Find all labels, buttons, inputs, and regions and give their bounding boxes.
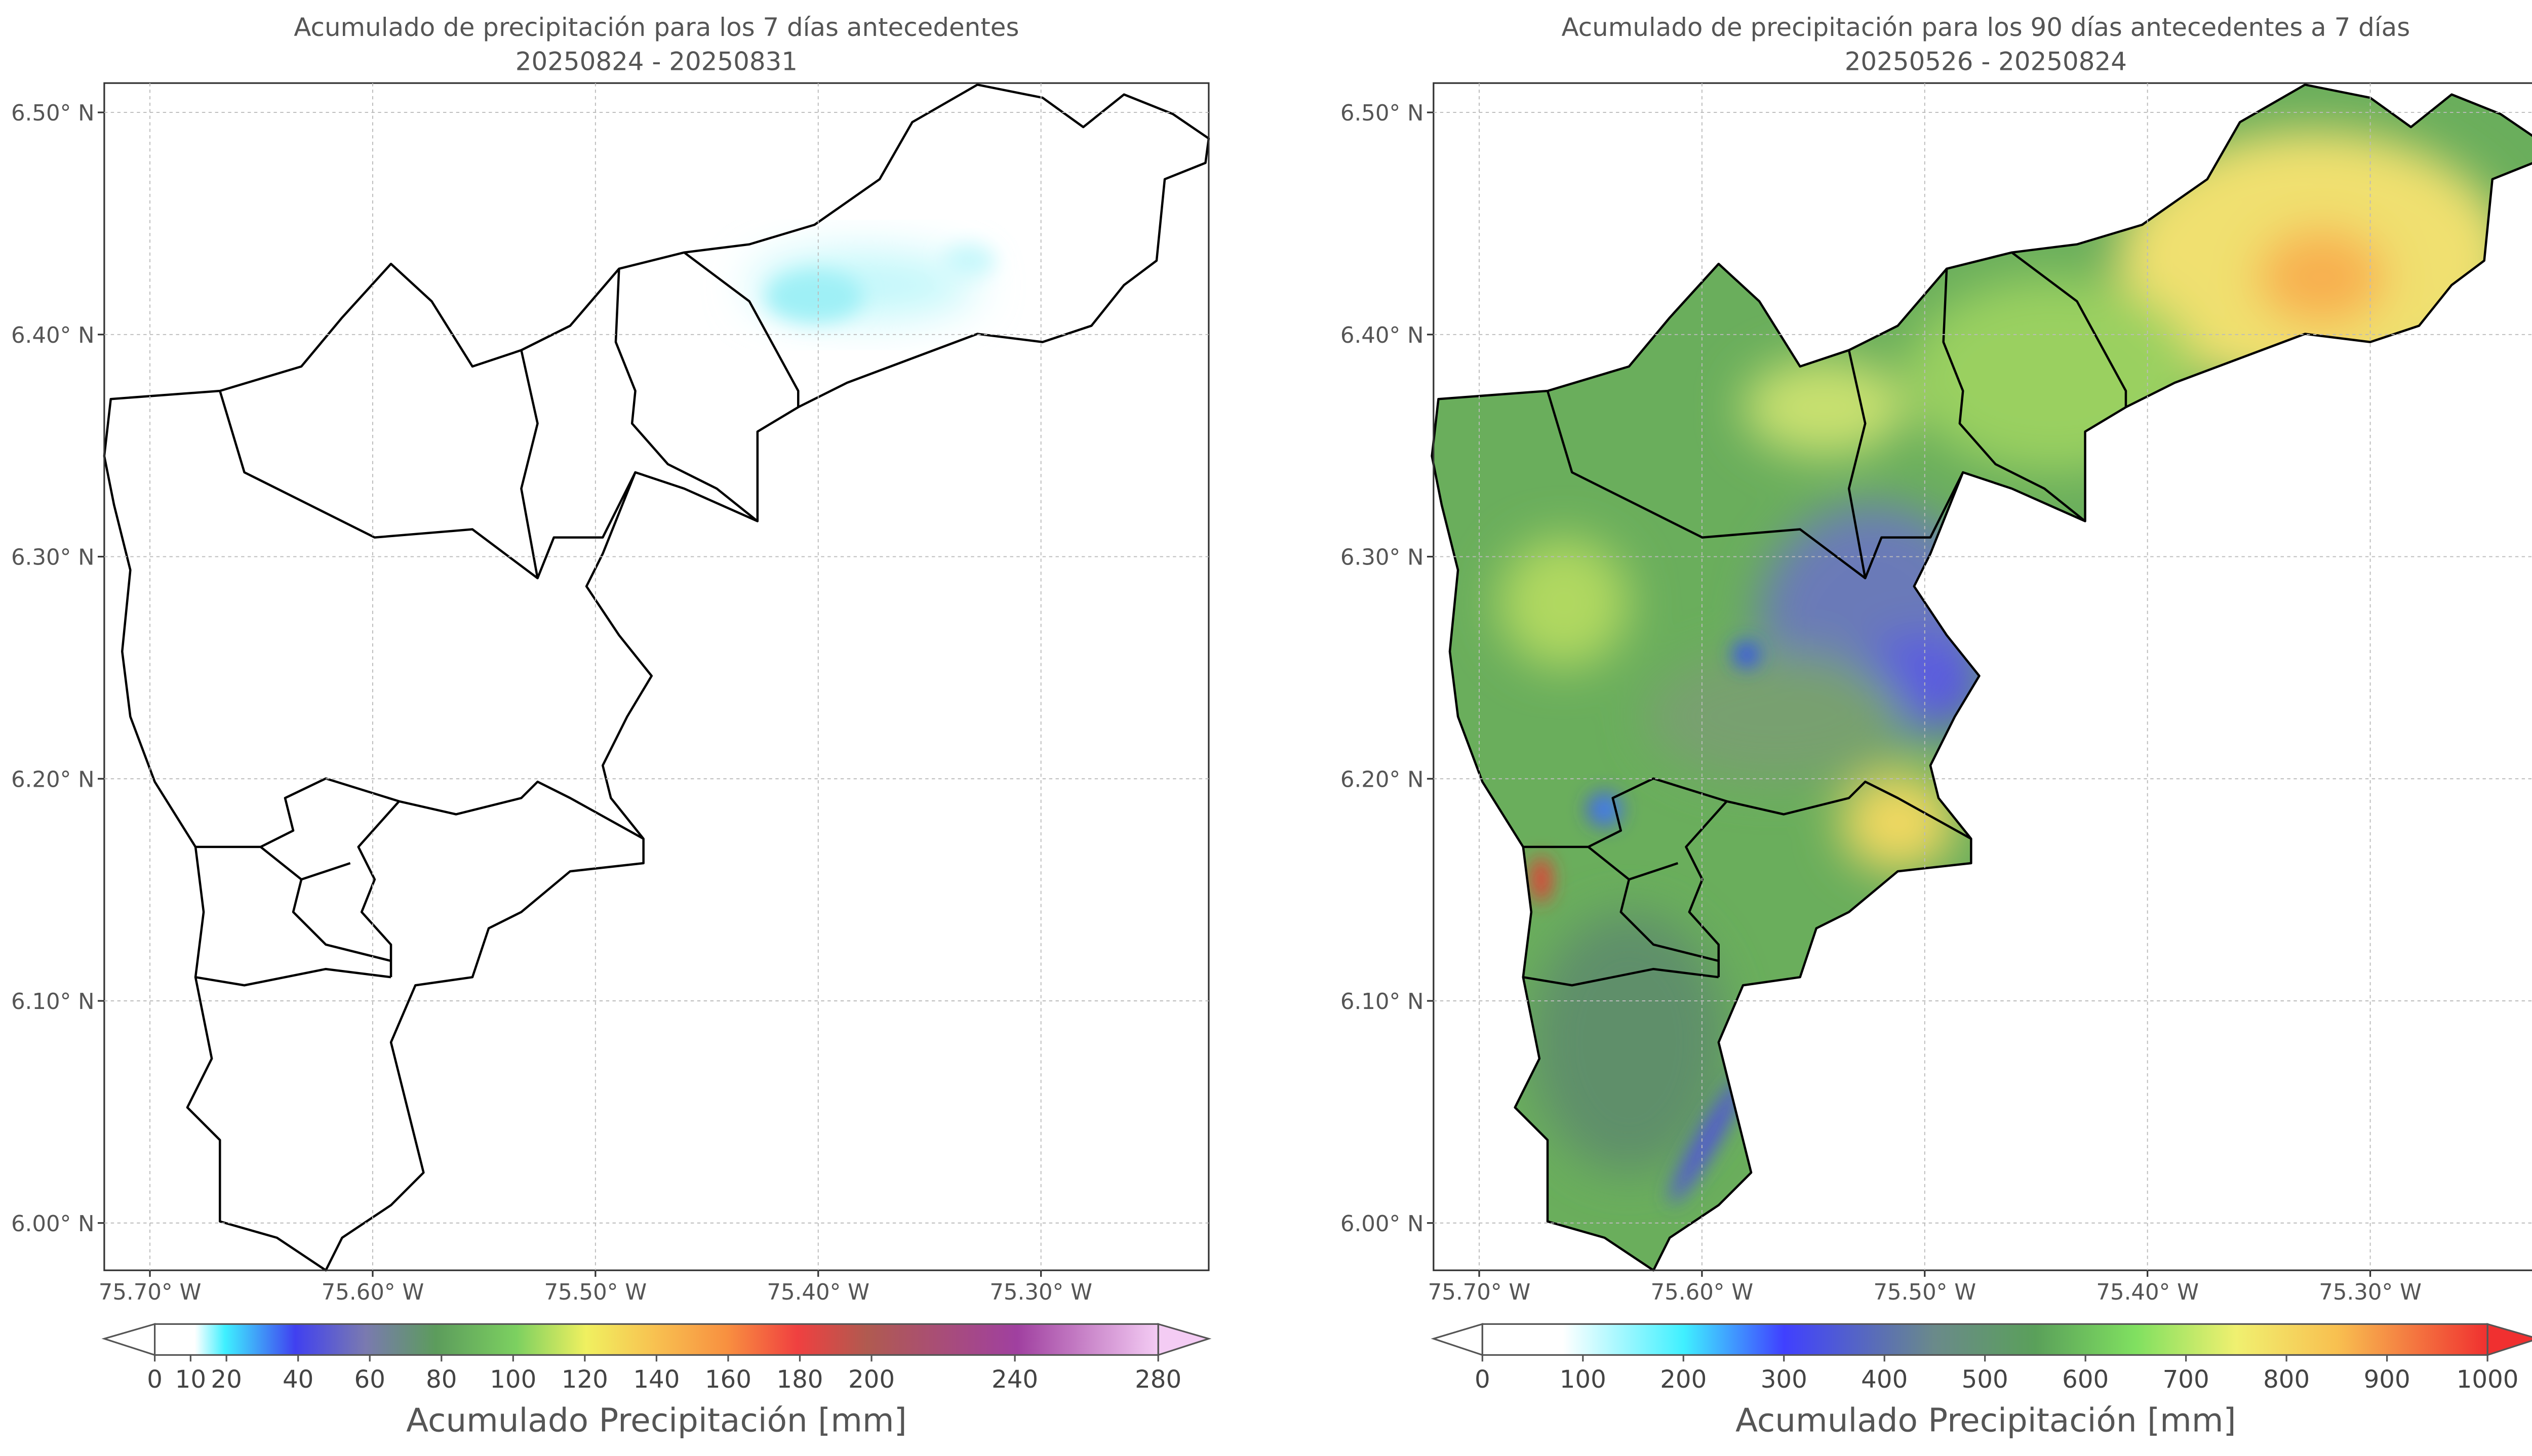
- y-tick-label: 6.00° N: [11, 1211, 95, 1237]
- panel-subtitle: 20250526 - 20250824: [1845, 47, 2127, 76]
- colorbar-tick-label: 100: [1560, 1365, 1606, 1394]
- map-frame: [103, 82, 1210, 1271]
- basin-outline: [104, 85, 1209, 1270]
- colorbar-tick-label: 300: [1761, 1365, 1807, 1394]
- colorbar-label: Acumulado Precipitación [mm]: [406, 1402, 907, 1440]
- panel-title: Acumulado de precipitación para los 7 dí…: [294, 13, 1019, 42]
- y-tick-label: 6.10° N: [11, 989, 95, 1015]
- y-tick-label: 6.40° N: [11, 323, 95, 348]
- colorbar-tick-label: 40: [283, 1365, 313, 1394]
- colorbar-tick-label: 500: [1962, 1365, 2008, 1394]
- panel-subtitle: 20250824 - 20250831: [516, 47, 798, 76]
- x-tick-label: 75.60° W: [1651, 1280, 1754, 1305]
- panel-title: Acumulado de precipitación para los 90 d…: [1561, 13, 2410, 42]
- colorbar-tick-label: 100: [490, 1365, 536, 1394]
- x-tick-label: 75.70° W: [99, 1280, 202, 1305]
- y-tick-label: 6.20° N: [11, 767, 95, 792]
- precip-field: [749, 244, 996, 323]
- colorbar-tick-label: 60: [354, 1365, 385, 1394]
- x-tick-label: 75.50° W: [1873, 1280, 1976, 1305]
- colorbar-tick-label: 600: [2062, 1365, 2109, 1394]
- colorbar-tick-label: 80: [426, 1365, 457, 1394]
- colorbar-tick-label: 0: [1475, 1365, 1490, 1394]
- colorbar-label: Acumulado Precipitación [mm]: [1735, 1402, 2236, 1440]
- y-tick-label: 6.10° N: [1340, 989, 1424, 1015]
- x-tick-label: 75.30° W: [2319, 1280, 2422, 1305]
- y-tick-label: 6.30° N: [11, 545, 95, 571]
- precip-field: [1433, 85, 2532, 1271]
- x-tick-label: 75.50° W: [544, 1280, 647, 1305]
- y-tick-label: 6.50° N: [1340, 101, 1424, 126]
- colorbar-under: [1431, 1323, 1483, 1356]
- x-tick-label: 75.40° W: [767, 1280, 869, 1305]
- map-frame: [1433, 82, 2532, 1271]
- colorbar-tick-label: 120: [562, 1365, 608, 1394]
- sub-basin-outline: [195, 253, 798, 986]
- colorbar-tick-label: 700: [2163, 1365, 2209, 1394]
- colorbar-tick-label: 200: [848, 1365, 895, 1394]
- x-tick-label: 75.60° W: [322, 1280, 424, 1305]
- y-tick-label: 6.30° N: [1340, 545, 1424, 571]
- colorbar-over: [1157, 1323, 1212, 1356]
- colorbar-under: [101, 1323, 156, 1356]
- colorbar-tick-label: 180: [776, 1365, 823, 1394]
- x-tick-label: 75.30° W: [990, 1280, 1092, 1305]
- colorbar-tick-label: 10: [175, 1365, 206, 1394]
- colorbar-tick-label: 20: [211, 1365, 242, 1394]
- colorbar-tick-label: 800: [2263, 1365, 2310, 1394]
- y-tick-label: 6.20° N: [1340, 767, 1424, 792]
- colorbar-over: [2486, 1323, 2532, 1356]
- x-tick-label: 75.70° W: [1428, 1280, 1531, 1305]
- colorbar-tick-label: 1000: [2457, 1365, 2519, 1394]
- colorbar: [1482, 1324, 2488, 1355]
- y-tick-label: 6.50° N: [11, 101, 95, 126]
- colorbar-tick-label: 200: [1660, 1365, 1707, 1394]
- x-tick-label: 75.40° W: [2096, 1280, 2199, 1305]
- colorbar-tick-label: 280: [1135, 1365, 1181, 1394]
- colorbar-tick-label: 240: [992, 1365, 1038, 1394]
- y-tick-label: 6.40° N: [1340, 323, 1424, 348]
- colorbar-tick-label: 0: [147, 1365, 163, 1394]
- colorbar-tick-label: 160: [705, 1365, 751, 1394]
- colorbar: [154, 1324, 1159, 1355]
- colorbar-tick-label: 140: [633, 1365, 680, 1394]
- colorbar-tick-label: 900: [2364, 1365, 2410, 1394]
- y-tick-label: 6.00° N: [1340, 1211, 1424, 1237]
- colorbar-tick-label: 400: [1861, 1365, 1908, 1394]
